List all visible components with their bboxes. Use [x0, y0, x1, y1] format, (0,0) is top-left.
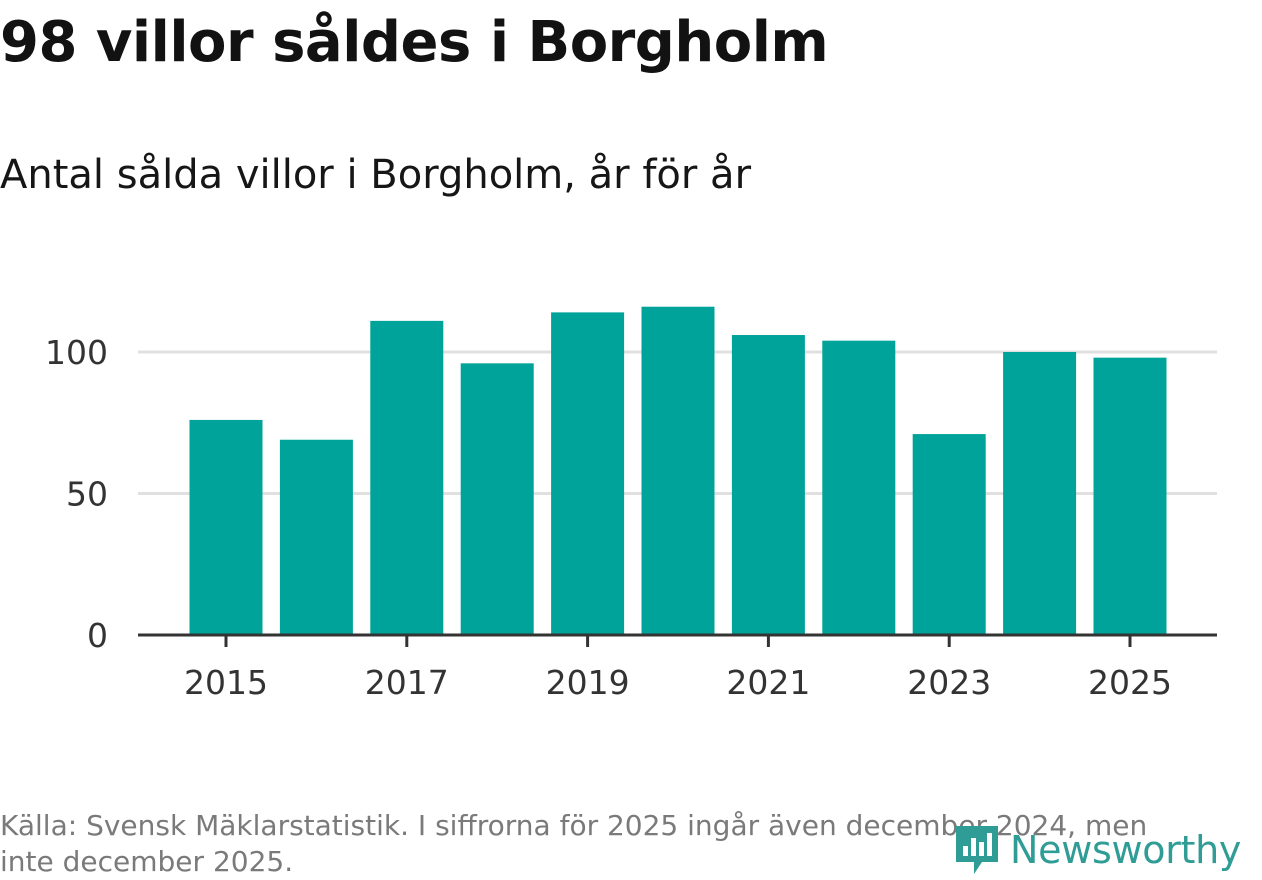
bar-2018: [460, 363, 534, 635]
bar-2015: [189, 419, 263, 635]
bar-2016: [279, 439, 353, 635]
y-tick-label-100: 100: [45, 333, 108, 372]
bar-2023: [912, 434, 986, 635]
logo-text: Newsworthy: [1010, 828, 1242, 872]
x-tick-label-2023: 2023: [907, 663, 991, 702]
bar-2020: [641, 306, 715, 635]
bars: [189, 306, 1167, 635]
y-tick-label-0: 0: [87, 616, 108, 655]
chart-title: 98 villor såldes i Borgholm: [0, 10, 829, 75]
x-tick-label-2015: 2015: [184, 663, 268, 702]
chart-subtitle: Antal sålda villor i Borgholm, år för år: [0, 152, 752, 198]
y-tick-label-50: 50: [66, 475, 108, 514]
bar-2021: [731, 335, 805, 635]
newsworthy-logo: Newsworthy: [952, 822, 1241, 878]
x-tick-label-2019: 2019: [546, 663, 630, 702]
bar-2025: [1093, 357, 1167, 635]
x-tick-label-2021: 2021: [726, 663, 810, 702]
bar-2017: [370, 320, 444, 635]
x-tick-label-2025: 2025: [1088, 663, 1172, 702]
newsworthy-logo-icon: [956, 826, 998, 874]
bar-2019: [551, 312, 625, 635]
bar-2024: [1003, 352, 1077, 635]
axes: 0 50 100 2015 2017 2019 2021 2023 2025: [45, 333, 1217, 702]
bar-2022: [822, 340, 896, 635]
x-tick-label-2017: 2017: [365, 663, 449, 702]
